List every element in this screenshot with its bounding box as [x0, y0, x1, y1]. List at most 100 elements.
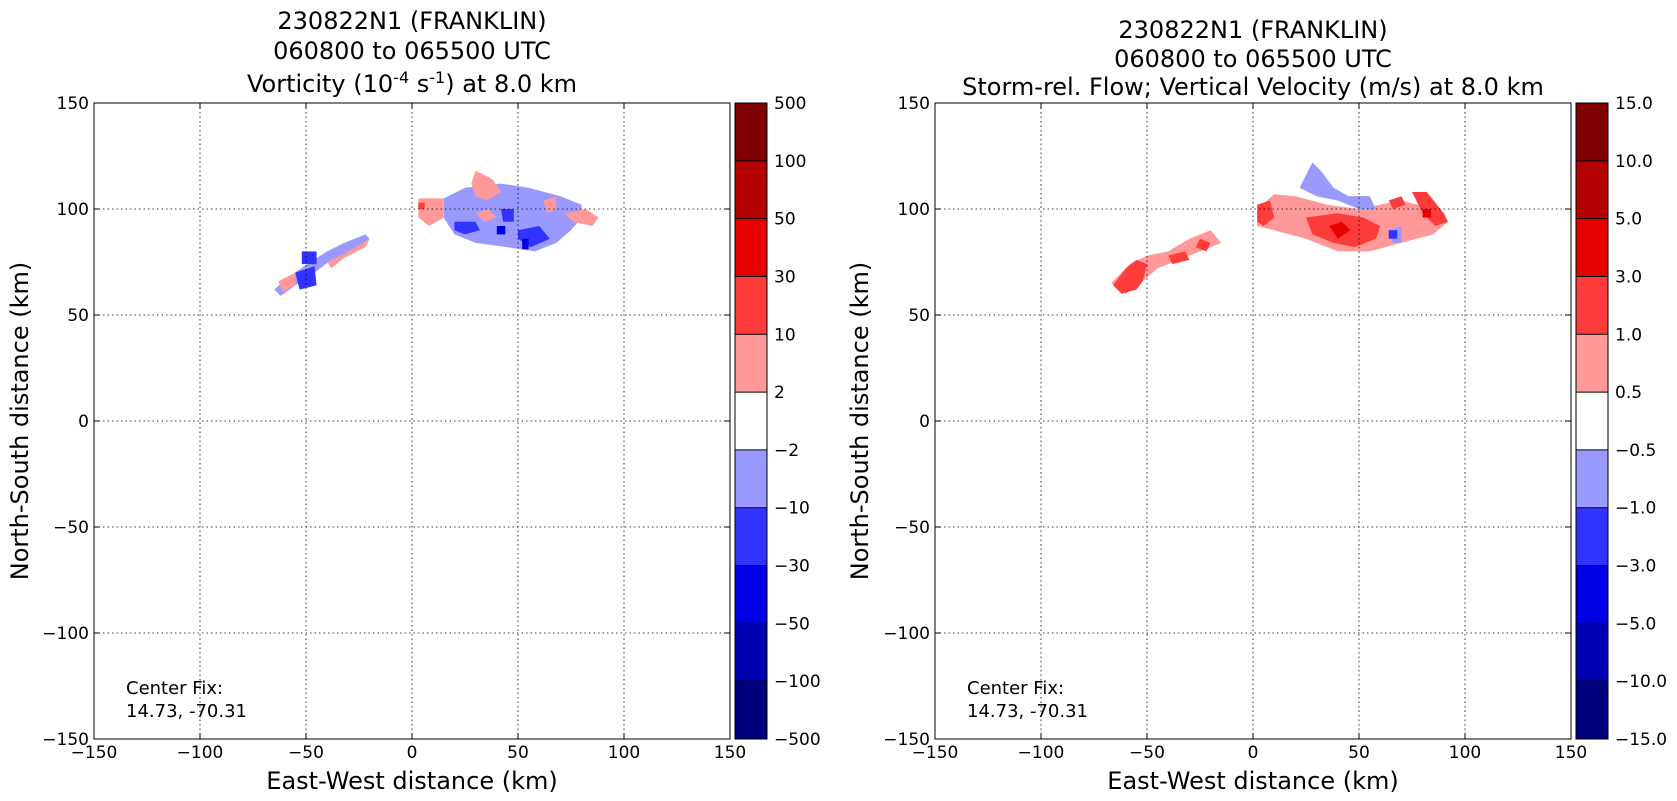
colorbar-label: −15.0 — [1615, 730, 1667, 750]
contour-region-9 — [564, 209, 599, 226]
y-tick-label: −150 — [883, 730, 930, 750]
x-tick-label: 50 — [1348, 743, 1370, 763]
vertical-velocity-panel: −150 −100 −50 0 50 100 150 −150 −100 −50 0 50 100 150… — [846, 16, 1667, 795]
contour-region-15 — [522, 238, 529, 250]
colorbar-label: 500 — [774, 94, 806, 114]
contour-region-1 — [1113, 259, 1147, 294]
colorbar-label: 10 — [774, 325, 796, 345]
y-tick-label: −50 — [894, 518, 930, 538]
x-tick-label: 100 — [1449, 743, 1481, 763]
colorbar-swatch — [1576, 565, 1608, 624]
colorbar-swatch — [735, 507, 767, 566]
colorbar-frame — [734, 102, 768, 740]
colorbar-swatch — [1576, 449, 1608, 508]
contour-region-7 — [471, 170, 501, 201]
colorbar-swatch — [1576, 507, 1608, 566]
colorbar-label: −500 — [774, 730, 821, 750]
x-tick-label: −50 — [288, 743, 324, 763]
contour-region-12 — [1299, 162, 1376, 209]
y-tick-label: −50 — [53, 518, 89, 538]
colorbar-label: 50 — [774, 210, 796, 230]
colorbar-label: 3.0 — [1615, 267, 1642, 287]
colorbar-frame — [1575, 102, 1609, 740]
x-tick-label: −100 — [1018, 743, 1065, 763]
chart-subtitle: Storm-rel. Flow; Vertical Velocity (m/s)… — [962, 73, 1544, 101]
colorbar-swatch — [735, 623, 767, 682]
colorbar-label: −50 — [774, 614, 810, 634]
y-tick-label: 150 — [898, 94, 930, 114]
colorbar-label: −2 — [774, 441, 799, 461]
x-tick-label: 50 — [507, 743, 529, 763]
contour-region-16 — [418, 202, 425, 209]
x-axis-label: East-West distance (km) — [1107, 767, 1398, 795]
center-fix-annotation: Center Fix: — [967, 678, 1064, 699]
contour-region-3 — [295, 266, 317, 290]
x-tick-label: −50 — [1129, 743, 1165, 763]
y-tick-label: 100 — [57, 200, 89, 220]
colorbar-swatch — [735, 218, 767, 277]
y-tick-label: 150 — [57, 94, 89, 114]
chart-title-line: 230822N1 (FRANKLIN) — [277, 7, 546, 35]
colorbar-label: −100 — [774, 672, 821, 692]
colorbar-label: −1.0 — [1615, 499, 1656, 519]
chart-title-line: 230822N1 (FRANKLIN) — [1118, 16, 1387, 44]
colorbar-swatch — [1576, 392, 1608, 450]
contour-region-1 — [278, 272, 296, 292]
x-tick-label: 0 — [1248, 743, 1259, 763]
contour-region-4 — [301, 251, 317, 265]
vorticity-panel: −150 −100 −50 0 50 100 150−150−100−50050100150… — [6, 7, 821, 795]
contour-region-11 — [1422, 209, 1432, 218]
contour-region-14 — [1388, 230, 1398, 239]
contour-region-8 — [1388, 196, 1406, 209]
colorbar-label: −0.5 — [1615, 441, 1656, 461]
colorbar-swatch — [735, 392, 767, 450]
colorbar-label: 0.5 — [1615, 383, 1642, 403]
colorbar-label: 5.0 — [1615, 210, 1642, 230]
colorbar-swatch — [1576, 334, 1608, 393]
contour-region-6 — [418, 198, 444, 226]
colorbar-swatch — [1576, 218, 1608, 277]
chart-title-line: 060800 to 065500 UTC — [1114, 45, 1392, 73]
contour-region-2 — [327, 238, 370, 269]
colorbar-label: −5.0 — [1615, 614, 1656, 634]
colorbar-swatch — [735, 276, 767, 335]
chart-subtitle: Vorticity (10-4 s-1) at 8.0 km — [247, 68, 577, 99]
colorbar-label: −10.0 — [1615, 672, 1667, 692]
colorbar-swatch — [735, 334, 767, 393]
y-tick-label: 100 — [898, 200, 930, 220]
y-tick-label: 0 — [78, 412, 89, 432]
colorbar-swatch — [735, 103, 767, 161]
colorbar-swatch — [1576, 103, 1608, 161]
colorbar-label: 30 — [774, 267, 796, 287]
colorbar-swatch — [1576, 681, 1608, 739]
colorbar-swatch — [1576, 623, 1608, 682]
center-fix-annotation: Center Fix: — [126, 678, 223, 699]
colorbar-swatch — [735, 565, 767, 624]
colorbar-label: −3.0 — [1615, 557, 1656, 577]
contour-region-10 — [1329, 221, 1351, 239]
x-tick-label: 150 — [1555, 743, 1587, 763]
y-tick-label: −100 — [883, 624, 930, 644]
y-tick-label: 0 — [919, 412, 930, 432]
subtitle-superscript: -1 — [429, 68, 445, 87]
contour-region-2 — [1168, 251, 1190, 265]
subtitle-superscript: -4 — [393, 68, 409, 87]
contour-region-3 — [1195, 238, 1211, 252]
colorbar-swatch — [1576, 276, 1608, 335]
colorbar-label: 1.0 — [1615, 325, 1642, 345]
plot-area — [94, 103, 730, 739]
colorbar-swatch — [1576, 160, 1608, 219]
x-tick-label: −150 — [71, 743, 118, 763]
subtitle-text: Storm-rel. Flow; Vertical Velocity (m/s)… — [962, 73, 1544, 101]
colorbar-label: 2 — [774, 383, 785, 403]
subtitle-text: s — [409, 70, 429, 98]
x-axis-label: East-West distance (km) — [266, 767, 557, 795]
y-tick-label: 50 — [908, 306, 930, 326]
y-tick-label: −150 — [42, 730, 89, 750]
colorbar-label: 100 — [774, 152, 806, 172]
y-axis-label: North-South distance (km) — [846, 262, 874, 581]
colorbar-label: −30 — [774, 557, 810, 577]
contour-region-11 — [454, 221, 480, 235]
y-tick-label: −100 — [42, 624, 89, 644]
